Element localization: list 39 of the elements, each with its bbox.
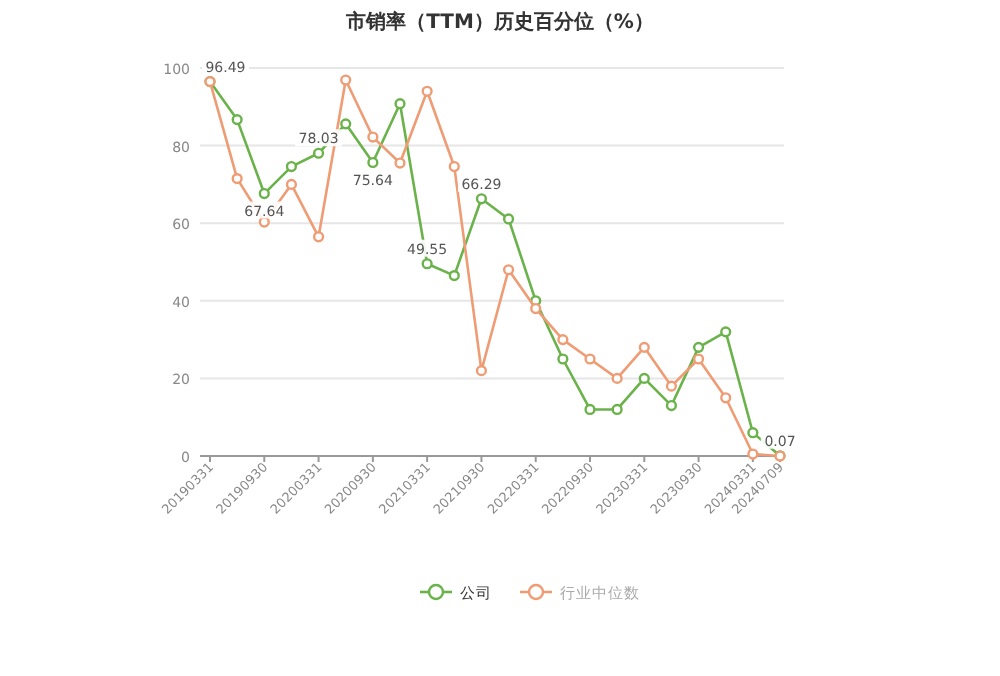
point: [665, 399, 678, 412]
point: [312, 147, 325, 159]
point: [448, 160, 460, 173]
point: [448, 269, 460, 282]
point: [747, 427, 759, 439]
point: [340, 74, 352, 86]
point: [285, 178, 298, 190]
point: [231, 114, 243, 126]
point: [720, 392, 732, 404]
point: [638, 341, 650, 353]
point: [584, 353, 596, 365]
point: [312, 231, 325, 243]
point: [638, 372, 650, 384]
point: [665, 380, 678, 392]
point: [475, 365, 488, 377]
point: [557, 353, 569, 365]
point: [692, 341, 705, 353]
chart-title: 市销率（TTM）历史百分位（%）: [344, 10, 654, 34]
point: [367, 131, 379, 143]
point: [692, 353, 705, 365]
point: [611, 372, 623, 384]
point: [475, 193, 488, 205]
point: [502, 264, 515, 276]
point: [421, 258, 433, 270]
point: [720, 326, 732, 338]
point: [584, 403, 596, 416]
point: [258, 187, 270, 200]
point: [611, 403, 623, 416]
point: [530, 302, 542, 315]
point: [394, 157, 406, 169]
point: [340, 118, 352, 130]
point: [557, 334, 569, 346]
point: [502, 213, 515, 225]
point: [231, 172, 243, 185]
point: [421, 85, 433, 97]
point: [747, 448, 759, 460]
point: [394, 98, 406, 110]
point: [367, 156, 379, 169]
point: [285, 160, 298, 173]
